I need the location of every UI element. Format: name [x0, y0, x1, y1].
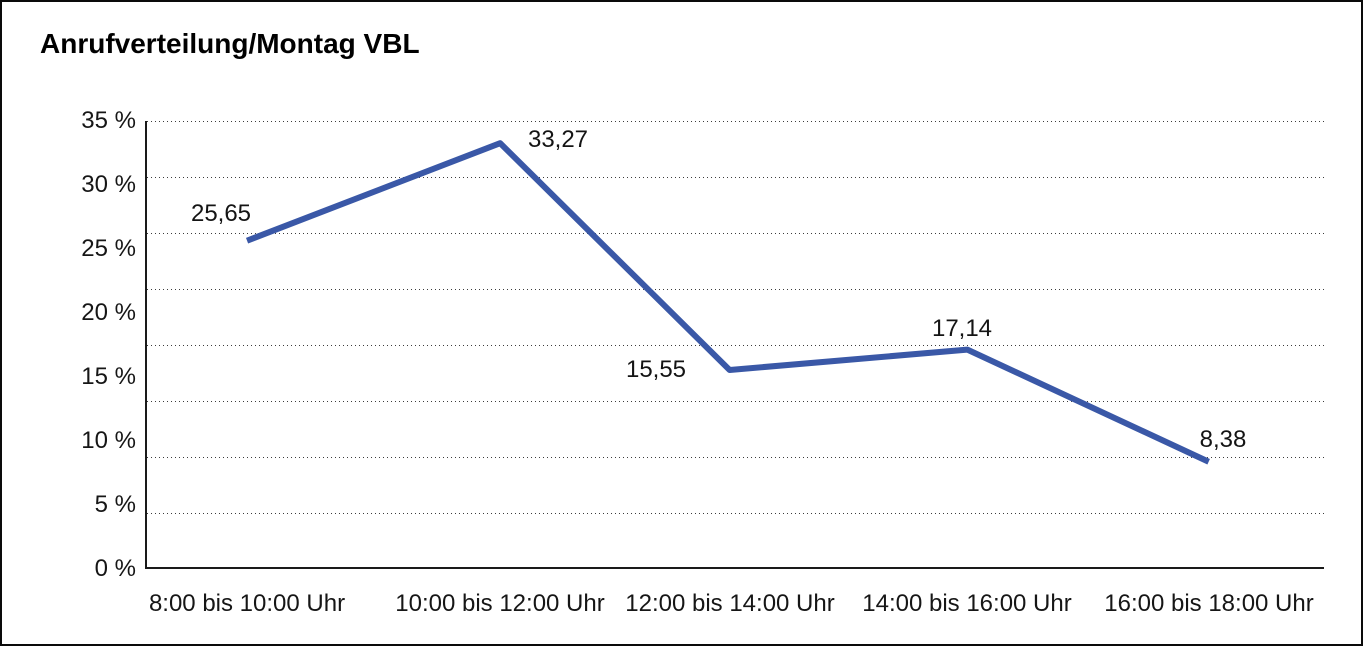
gridline [147, 345, 1324, 346]
y-axis-line [145, 121, 147, 569]
gridline [147, 513, 1324, 514]
y-tick-label: 10 % [81, 427, 136, 454]
gridline [147, 289, 1324, 290]
data-point-label: 33,27 [527, 126, 589, 153]
gridline [147, 121, 1324, 122]
y-tick-label: 15 % [81, 363, 136, 390]
y-tick-label: 35 % [81, 107, 136, 134]
data-point-label: 15,55 [625, 356, 687, 383]
gridline [147, 401, 1324, 402]
series-line [245, 140, 1210, 465]
x-category-label: 14:00 bis 16:00 Uhr [862, 590, 1072, 617]
data-point-label: 25,65 [190, 200, 252, 227]
gridline [147, 233, 1324, 234]
x-category-label: 16:00 bis 18:00 Uhr [1104, 590, 1314, 617]
y-tick-label: 20 % [81, 299, 136, 326]
y-tick-label: 25 % [81, 235, 136, 262]
data-point-label: 8,38 [1199, 426, 1247, 453]
x-category-label: 10:00 bis 12:00 Uhr [395, 590, 605, 617]
x-category-label: 8:00 bis 10:00 Uhr [148, 590, 346, 617]
y-tick-label: 0 % [94, 555, 136, 582]
y-tick-label: 5 % [94, 491, 136, 518]
y-tick-label: 30 % [81, 171, 136, 198]
data-point-label: 17,14 [931, 315, 993, 342]
chart-title: Anrufverteilung/Montag VBL [40, 28, 420, 59]
x-category-label: 12:00 bis 14:00 Uhr [625, 590, 835, 617]
x-axis-line [145, 567, 1324, 569]
gridline [147, 457, 1324, 458]
gridline [147, 177, 1324, 178]
